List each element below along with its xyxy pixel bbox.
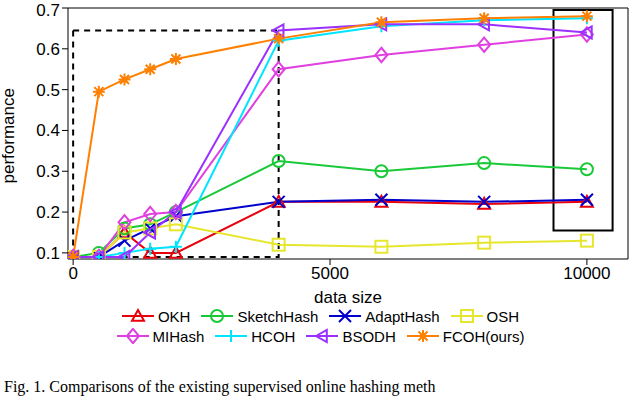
html-text:HCOH: HCOH	[251, 327, 296, 345]
html-text:MIHash: MIHash	[152, 327, 205, 345]
html-text:BSODH: BSODH	[342, 327, 396, 345]
svg-text:10000: 10000	[563, 264, 610, 283]
svg-text:0.2: 0.2	[36, 203, 60, 222]
svg-text:0.6: 0.6	[36, 40, 60, 59]
html-text:OSH: OSH	[486, 307, 520, 325]
html-text:SketchHash: SketchHash	[237, 307, 319, 325]
html-text:Fig. 1. Comparisons of the exi: Fig. 1. Comparisons of the existing supe…	[4, 378, 436, 395]
html-text:AdaptHash: AdaptHash	[365, 307, 440, 325]
svg-text:0.7: 0.7	[36, 1, 60, 20]
svg-text:0.4: 0.4	[36, 121, 60, 140]
svg-text:0.1: 0.1	[36, 244, 60, 263]
svg-text:0: 0	[68, 264, 77, 283]
svg-text:performance: performance	[8, 88, 18, 183]
html-text:FCOH(ours): FCOH(ours)	[442, 327, 525, 345]
svg-text:data size: data size	[314, 288, 382, 305]
svg-text:5000: 5000	[311, 264, 349, 283]
html-text:OKH: OKH	[157, 307, 191, 325]
svg-text:0.5: 0.5	[36, 81, 60, 100]
svg-text:0.3: 0.3	[36, 162, 60, 181]
